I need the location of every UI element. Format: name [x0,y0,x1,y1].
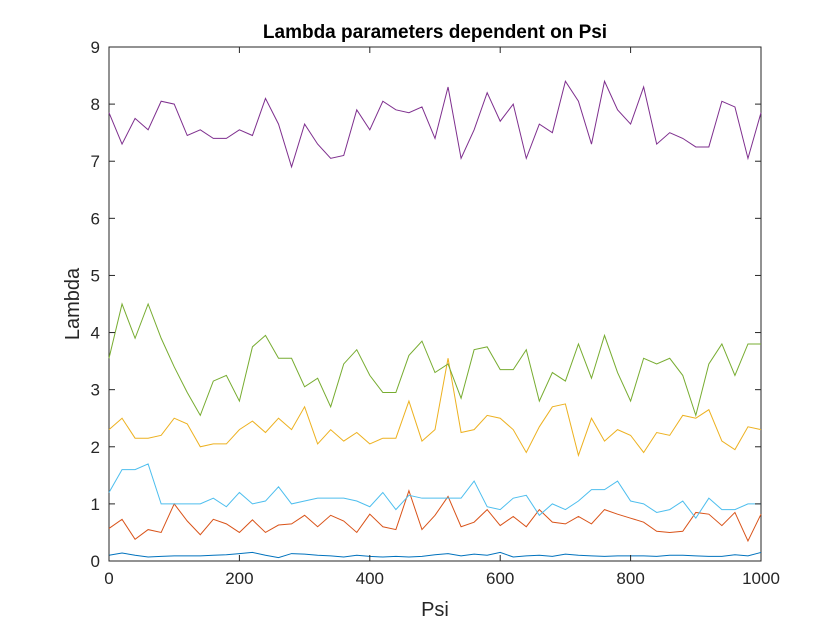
y-tick-label: 6 [91,209,100,228]
x-tick-label: 1000 [742,569,780,588]
y-tick-label: 3 [91,381,100,400]
y-tick-label: 0 [91,552,100,571]
y-tick-label: 9 [91,38,100,57]
x-axis-ticks: 0 200 400 600 800 1000 [104,47,780,588]
y-tick-label: 1 [91,495,100,514]
y-tick-label: 5 [91,266,100,285]
series-line-1 [108,551,762,559]
y-axis-ticks: 0 1 2 3 4 5 6 7 8 9 [91,38,761,571]
x-axis-label: Psi [421,599,449,621]
x-tick-label: 800 [616,569,644,588]
series-line-5 [108,302,761,418]
series-line-6 [108,463,761,520]
x-tick-label: 200 [225,569,253,588]
y-tick-label: 2 [91,438,100,457]
series-group [108,79,762,559]
chart-title: Lambda parameters dependent on Psi [263,22,607,43]
x-tick-label: 0 [104,569,113,588]
y-tick-label: 4 [91,324,100,343]
y-axis-label: Lambda [62,267,84,340]
y-tick-label: 8 [91,95,100,114]
x-tick-label: 600 [486,569,514,588]
series-line-4 [108,79,762,169]
plot-area: 0 200 400 600 800 1000 0 1 2 3 4 5 6 7 8 9 [91,38,780,588]
y-tick-label: 7 [91,152,100,171]
axes-frame [108,46,762,562]
series-line-2 [108,489,762,543]
x-tick-label: 400 [356,569,384,588]
series-line-3 [108,358,762,458]
